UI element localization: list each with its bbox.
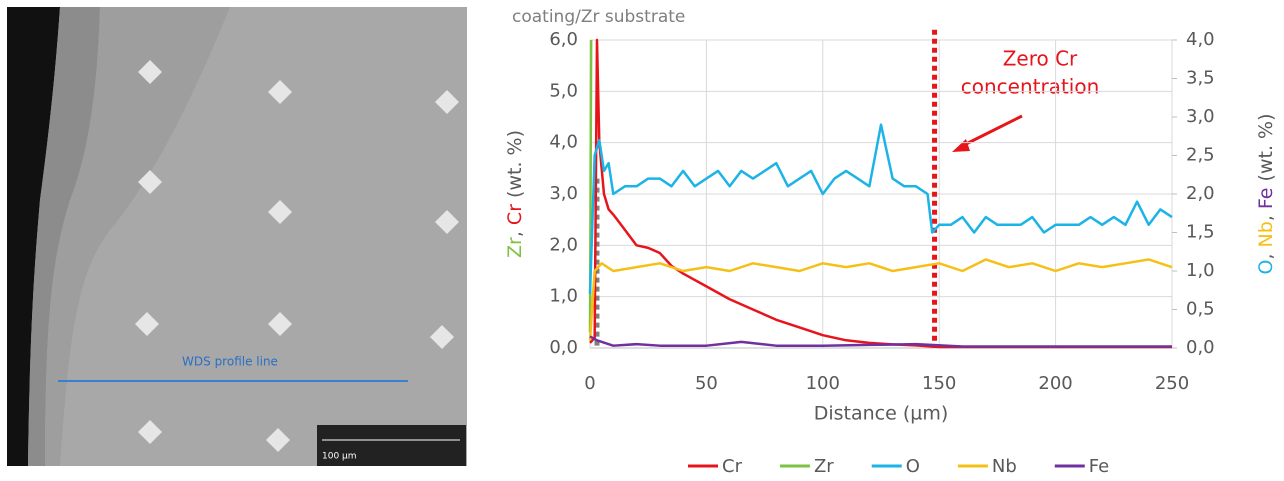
y-axis-label-part: ,	[504, 225, 526, 237]
series-line	[589, 38, 1172, 349]
legend-label: Fe	[1089, 456, 1109, 477]
y2-tick-label: 2,0	[1186, 183, 1215, 204]
y-axis-label-part: Cr	[504, 204, 526, 225]
y2-tick-label: 0,5	[1186, 299, 1215, 320]
series-line	[588, 258, 1173, 341]
series-line	[588, 123, 1173, 295]
y2-tick-label: 3,5	[1186, 68, 1215, 89]
legend-label: Cr	[722, 456, 743, 477]
legend-label: O	[906, 456, 920, 477]
y-tick-label: 6,0	[549, 29, 578, 50]
y2-tick-label: 0,0	[1186, 337, 1215, 358]
y2-tick-label: 4,0	[1186, 29, 1215, 50]
annotation: concentration	[961, 75, 1100, 99]
y2-axis-label-part: Nb	[1255, 221, 1277, 247]
y2-axis-label-part: ,	[1255, 209, 1277, 221]
x-tick-label: 150	[922, 373, 956, 394]
x-axis-label: Distance (µm)	[814, 403, 949, 425]
y2-tick-label: 1,0	[1186, 260, 1215, 281]
chart-title: coating/Zr substrate	[512, 7, 685, 27]
y-tick-label: 0,0	[549, 337, 578, 358]
y-axis-label-part: (wt. %)	[504, 130, 526, 204]
y-axis-label-part: Zr	[504, 237, 526, 258]
x-tick-label: 50	[695, 373, 718, 394]
y2-axis-label-part: Fe	[1255, 187, 1277, 209]
y2-axis-label-part: ,	[1255, 247, 1277, 259]
y-tick-label: 5,0	[549, 80, 578, 101]
legend-label: Nb	[992, 456, 1017, 477]
y2-tick-label: 1,5	[1186, 222, 1215, 243]
y2-axis-label-part: (wt. %)	[1255, 113, 1277, 187]
y-axis-label: Zr, Cr (wt. %)	[504, 130, 526, 258]
y2-axis-label: O, Nb, Fe (wt. %)	[1255, 113, 1277, 274]
arrow-head	[952, 139, 970, 152]
annotation: Zero Cr	[1003, 47, 1078, 71]
y2-tick-label: 3,0	[1186, 106, 1215, 127]
y2-axis-label-part: O	[1255, 260, 1277, 275]
annotation-arrow	[961, 114, 1023, 148]
sem-image: WDS profile line 100 µm	[7, 7, 467, 466]
y-tick-label: 1,0	[549, 286, 578, 307]
y2-tick-label: 2,5	[1186, 145, 1215, 166]
series-line	[589, 335, 1172, 348]
y-tick-label: 4,0	[549, 132, 578, 153]
profile-label: WDS profile line	[182, 355, 278, 369]
legend-label: Zr	[814, 456, 834, 477]
x-tick-label: 100	[806, 373, 840, 394]
y-tick-label: 3,0	[549, 183, 578, 204]
x-tick-label: 0	[584, 373, 595, 394]
x-tick-label: 200	[1038, 373, 1072, 394]
x-tick-label: 250	[1155, 373, 1189, 394]
scale-label: 100 µm	[322, 452, 357, 462]
y-tick-label: 2,0	[549, 234, 578, 255]
